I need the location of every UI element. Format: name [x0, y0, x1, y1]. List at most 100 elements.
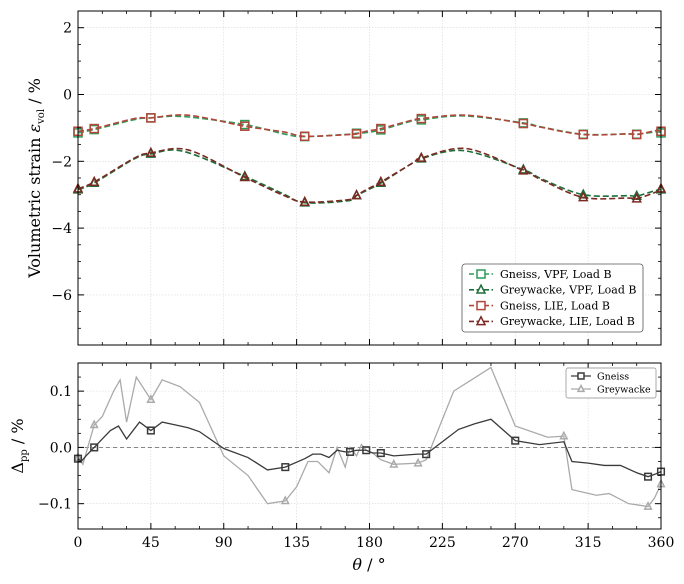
top-data-point: [299, 131, 310, 141]
top-y-tick-label: 0: [63, 88, 72, 104]
bottom-x-tick-label: 90: [215, 535, 233, 551]
top-panel: −6 −4 −2 0 2 Volumetric strain εvol / % Gnei…: [25, 10, 667, 346]
top-series-3: [73, 113, 666, 141]
bottom-legend-entry: Greywacke: [571, 383, 651, 395]
bottom-data-point: [559, 430, 569, 440]
top-legend-label: Gneiss, LIE, Load B: [500, 299, 610, 312]
bottom-data-point: [643, 472, 653, 481]
bottom-y-tick-label: 0.1: [50, 384, 72, 400]
top-data-point: [351, 129, 362, 139]
bottom-data-point: [280, 495, 290, 505]
top-legend-entry: Gneiss, LIE, Load B: [469, 299, 610, 312]
bottom-y-axis-label-symbol: Δ: [8, 462, 27, 474]
top-y-tick-label: −6: [51, 288, 72, 304]
top-series-4: [72, 146, 667, 207]
bottom-data-point: [362, 446, 371, 455]
top-data-point: [351, 189, 362, 200]
bottom-y-axis-label-unit: / %: [8, 418, 27, 449]
top-legend-label: Gneiss, VPF, Load B: [500, 268, 612, 281]
bottom-legend-label: Greywacke: [597, 384, 651, 395]
top-y-axis-label-main: Volumetric strain: [25, 132, 44, 278]
bottom-legend-entry: Gneiss: [571, 371, 629, 382]
bottom-y-axis-label-subscript: pp: [19, 449, 30, 462]
top-y-tick-label: 2: [63, 21, 72, 37]
top-legend: Gneiss, VPF, Load B Greywacke, VPF, Load …: [461, 263, 644, 333]
bottom-data-point: [511, 436, 520, 445]
top-legend-swatch-marker: [476, 269, 486, 279]
bottom-series-line: [77, 418, 662, 478]
top-series-line: [77, 147, 662, 204]
top-data-point: [145, 146, 157, 157]
bottom-x-tick-label: 360: [648, 535, 675, 551]
top-legend-swatch-marker: [476, 300, 486, 311]
top-data-point: [416, 151, 427, 162]
bottom-ticks: −0.1 0.0 0.1 0 45 90 135 180 225 270 315 360: [38, 362, 675, 551]
top-y-axis-label: Volumetric strain εvol / %: [25, 78, 47, 279]
top-data-point: [376, 123, 386, 134]
bottom-y-tick-label: 0.0: [50, 440, 72, 456]
top-series-line: [77, 115, 662, 138]
bottom-legend: Gneiss Greywacke: [565, 367, 657, 399]
top-legend-swatch-marker: [475, 283, 487, 294]
top-y-tick-label: −2: [51, 154, 72, 170]
top-ticks: −6 −4 −2 0 2: [51, 10, 662, 345]
bottom-legend-label: Gneiss: [597, 371, 629, 382]
top-data-point: [239, 171, 251, 182]
top-series-line: [77, 149, 662, 204]
top-data-point: [416, 113, 427, 124]
bottom-x-tick-label: 135: [283, 535, 310, 551]
bottom-legend-swatch-marker: [577, 372, 585, 380]
bottom-x-tick-label: 315: [575, 535, 602, 551]
bottom-data-point: [643, 501, 653, 510]
bottom-y-tick-label: −0.1: [38, 497, 72, 513]
bottom-data-point: [281, 463, 290, 472]
bottom-data-point: [90, 443, 99, 452]
top-data-point: [518, 164, 529, 175]
bottom-x-tick-label: 225: [429, 535, 456, 551]
top-legend-entry: Gneiss, VPF, Load B: [469, 268, 612, 281]
top-data-point: [240, 121, 250, 131]
bottom-panel: −0.1 0.0 0.1 0 45 90 135 180 225 270 315 360 Δpp / …: [8, 362, 675, 574]
x-axis-label-symbol: θ: [352, 555, 362, 574]
top-data-point: [88, 175, 100, 186]
bottom-data-point: [146, 394, 156, 403]
bottom-series-line: [77, 366, 662, 508]
bottom-data-point: [346, 447, 355, 456]
bottom-x-tick-label: 180: [356, 535, 383, 551]
bottom-series-group: [73, 366, 666, 510]
bottom-legend-swatch-marker: [576, 383, 586, 393]
top-data-point: [299, 195, 310, 207]
top-data-point: [578, 129, 589, 140]
x-axis-label-unit: / °: [362, 555, 386, 574]
bottom-x-tick-label: 45: [142, 535, 160, 551]
top-y-tick-label: −4: [51, 221, 72, 237]
bottom-data-point: [422, 450, 431, 459]
bottom-data-point: [376, 448, 385, 458]
top-data-point: [89, 123, 99, 134]
top-data-point: [146, 113, 156, 123]
top-y-axis-label-subscript: vol: [36, 109, 47, 125]
top-series-line: [77, 114, 662, 138]
top-series-group: [72, 113, 667, 207]
bottom-y-axis-label: Δpp / %: [8, 418, 30, 473]
bottom-series-gneiss: [73, 418, 666, 481]
top-data-point: [578, 191, 589, 202]
x-axis-label: θ / °: [352, 555, 385, 574]
top-data-point: [375, 175, 387, 186]
bottom-data-point: [146, 426, 155, 435]
top-legend-entry: Greywacke, LIE, Load B: [469, 315, 635, 328]
top-legend-label: Greywacke, LIE, Load B: [500, 315, 635, 328]
top-legend-label: Greywacke, VPF, Load B: [500, 284, 636, 297]
bottom-x-tick-label: 270: [502, 535, 529, 551]
top-y-axis-label-symbol: ε: [25, 124, 44, 133]
bottom-x-tick-label: 0: [74, 535, 83, 551]
top-grid: [77, 11, 662, 345]
bottom-data-point: [89, 419, 99, 429]
top-data-point: [631, 129, 642, 140]
top-data-point: [631, 192, 642, 203]
top-legend-swatch-marker: [475, 315, 487, 326]
bottom-data-point: [413, 457, 423, 467]
top-y-axis-label-unit: / %: [25, 78, 44, 109]
top-data-point: [518, 118, 529, 129]
